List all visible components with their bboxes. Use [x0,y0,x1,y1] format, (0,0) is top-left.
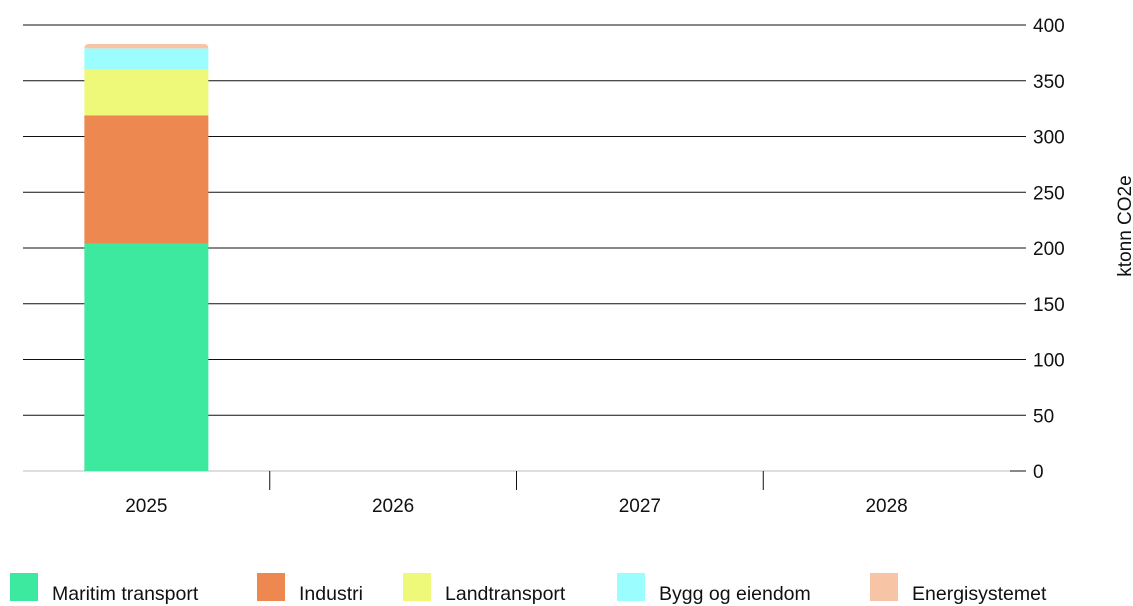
y-tick-label: 100 [1033,351,1065,372]
y-tick-label: 400 [1033,16,1065,37]
bar-segment [84,69,209,116]
x-tick-label: 2028 [865,496,907,517]
y-tick-label: 300 [1033,128,1065,149]
axes: 0 50 100 150 200 250 300 350 400 2025 2026 2027 2028 [125,16,1064,517]
bar-segment [84,115,209,244]
y-tick-label: 250 [1033,183,1065,204]
y-tick-label: 50 [1033,406,1054,427]
stacked-bar-chart: 0 50 100 150 200 250 300 350 400 2025 2026 2027 2028… [23,16,1133,517]
legend-swatch [870,573,898,601]
bars [84,43,209,471]
legend-swatch [617,573,645,601]
legend-label: Landtransport [445,583,566,605]
legend-label: Energisystemet [912,583,1047,605]
y-tick-label: 0 [1033,462,1044,483]
bar-segment [84,243,209,471]
x-tick-label: 2026 [372,496,414,517]
legend-swatch [403,573,431,601]
bar-segment [84,43,209,49]
y-axis-label: ktonn CO2e [1115,175,1133,276]
x-tick-label: 2027 [619,496,661,517]
y-tick-label: 150 [1033,295,1065,316]
y-tick-label: 200 [1033,239,1065,260]
bar-segment [84,48,209,70]
legend: Maritim transport Industri Landtransport By… [0,572,1133,605]
x-tick-label: 2025 [125,496,167,517]
legend-swatch [10,573,38,601]
legend-label: Industri [299,583,363,605]
legend-label: Bygg og eiendom [659,583,811,605]
legend-label: Maritim transport [52,583,199,605]
legend-swatch [257,573,285,601]
y-tick-label: 350 [1033,72,1065,93]
